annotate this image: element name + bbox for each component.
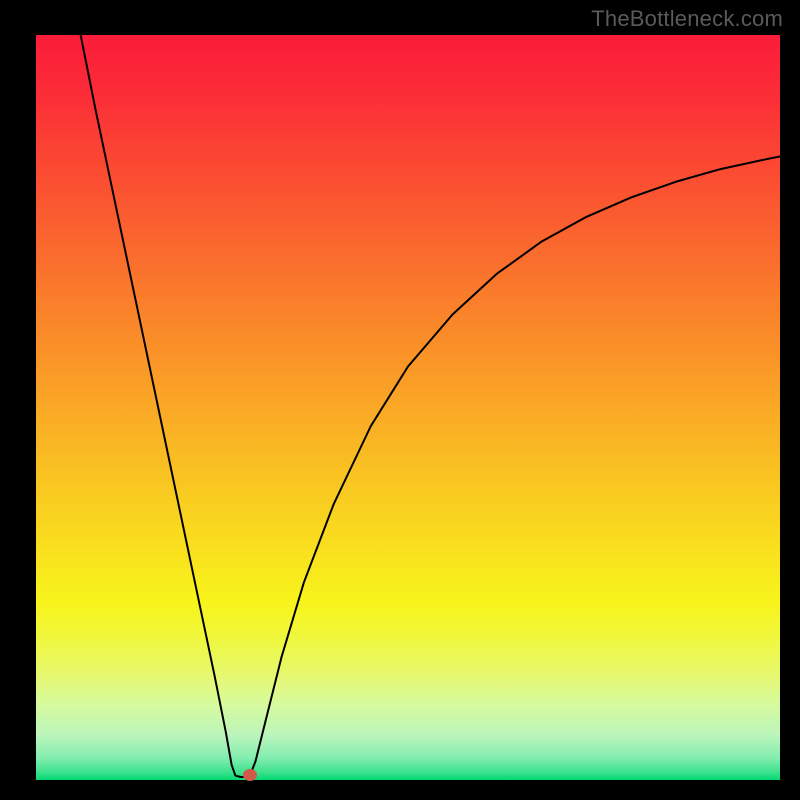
watermark-text: TheBottleneck.com <box>591 6 783 32</box>
bottleneck-curve <box>36 35 780 780</box>
plot-area <box>36 35 780 780</box>
